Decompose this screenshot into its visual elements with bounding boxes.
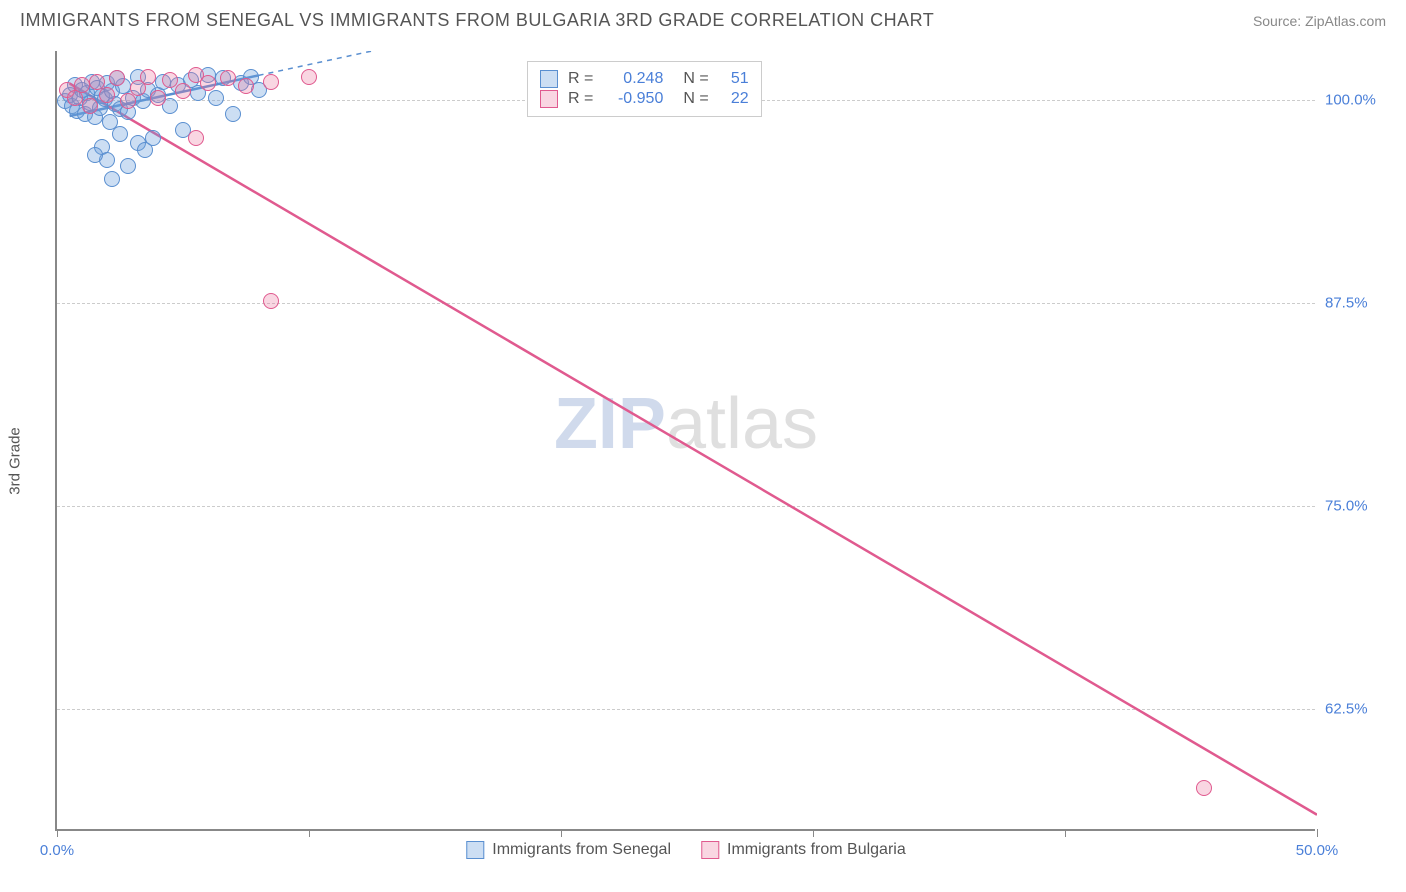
x-tick — [561, 829, 562, 837]
x-tick — [57, 829, 58, 837]
r-label: R = — [568, 70, 593, 88]
legend-series-label: Immigrants from Bulgaria — [727, 841, 906, 859]
gridline — [57, 506, 1315, 507]
watermark: ZIPatlas — [554, 383, 818, 465]
data-point — [188, 130, 204, 146]
x-tick — [813, 829, 814, 837]
header: IMMIGRANTS FROM SENEGAL VS IMMIGRANTS FR… — [0, 0, 1406, 36]
legend-stats: R = 0.248 N = 51 R = -0.950 N = 22 — [527, 61, 762, 117]
y-tick-label: 75.0% — [1325, 498, 1395, 515]
n-value: 51 — [719, 70, 749, 88]
legend-stat-row: R = -0.950 N = 22 — [540, 90, 749, 108]
r-label: R = — [568, 90, 593, 108]
data-point — [109, 70, 125, 86]
source-label: Source: ZipAtlas.com — [1253, 13, 1386, 29]
y-axis-label: 3rd Grade — [7, 427, 24, 495]
data-point — [225, 106, 241, 122]
data-point — [104, 171, 120, 187]
x-tick — [1317, 829, 1318, 837]
x-tick — [309, 829, 310, 837]
data-point — [87, 147, 103, 163]
data-point — [175, 83, 191, 99]
data-point — [140, 69, 156, 85]
data-point — [1196, 780, 1212, 796]
y-tick-label: 87.5% — [1325, 294, 1395, 311]
data-point — [263, 293, 279, 309]
gridline — [57, 709, 1315, 710]
watermark-part1: ZIP — [554, 384, 666, 464]
trend-lines — [57, 51, 1317, 831]
r-value: 0.248 — [603, 70, 663, 88]
legend-swatch — [540, 90, 558, 108]
y-tick-label: 100.0% — [1325, 91, 1395, 108]
plot-area: ZIPatlas R =0.248N =51R =-0.950N =22 Imm… — [55, 51, 1315, 831]
n-label: N = — [683, 90, 708, 108]
data-point — [200, 75, 216, 91]
n-value: 22 — [719, 90, 749, 108]
legend-series-label: Immigrants from Senegal — [492, 841, 671, 859]
data-point — [238, 78, 254, 94]
data-point — [120, 158, 136, 174]
trend-line — [70, 84, 1317, 815]
data-point — [301, 69, 317, 85]
legend-swatch — [701, 841, 719, 859]
chart-container: 3rd Grade ZIPatlas R = 0.248 N = 51 R = -0.95… — [0, 36, 1406, 886]
legend-stat-row: R = 0.248 N = 51 — [540, 70, 749, 88]
gridline — [57, 303, 1315, 304]
legend-series: Immigrants from Senegal Immigrants from B… — [466, 841, 905, 859]
y-tick-label: 62.5% — [1325, 701, 1395, 718]
data-point — [220, 70, 236, 86]
legend-swatch — [466, 841, 484, 859]
data-point — [137, 142, 153, 158]
x-tick-label: 0.0% — [40, 842, 74, 859]
data-point — [112, 126, 128, 142]
data-point — [150, 90, 166, 106]
x-tick-label: 50.0% — [1296, 842, 1339, 859]
r-value: -0.950 — [603, 90, 663, 108]
data-point — [74, 77, 90, 93]
x-tick — [1065, 829, 1066, 837]
n-label: N = — [683, 70, 708, 88]
data-point — [82, 98, 98, 114]
legend-swatch — [540, 70, 558, 88]
data-point — [263, 74, 279, 90]
data-point — [120, 93, 136, 109]
chart-title: IMMIGRANTS FROM SENEGAL VS IMMIGRANTS FR… — [20, 10, 934, 31]
data-point — [208, 90, 224, 106]
legend-series-item: Immigrants from Senegal — [466, 841, 671, 859]
data-point — [99, 87, 115, 103]
watermark-part2: atlas — [666, 384, 818, 464]
legend-series-item: Immigrants from Bulgaria — [701, 841, 906, 859]
